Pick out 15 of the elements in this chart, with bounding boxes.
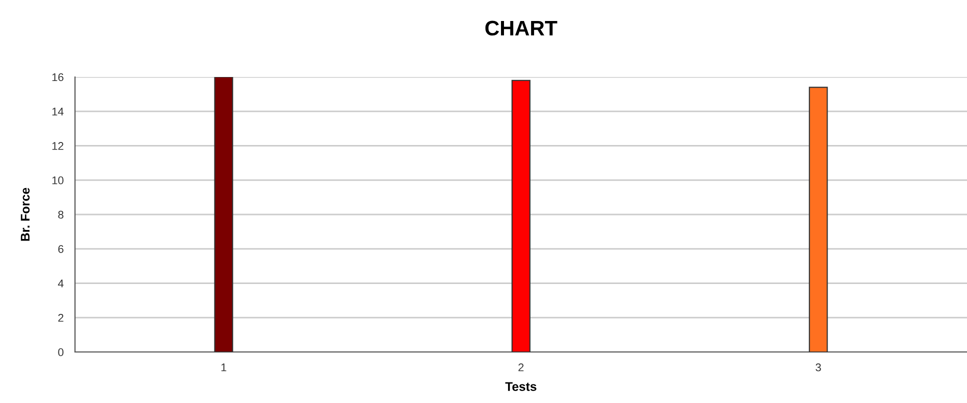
y-tick-label: 0 [58,348,64,356]
y-tick-label: 2 [58,314,64,322]
y-tick-label: 4 [58,280,64,288]
x-axis-title: Tests [505,382,536,391]
y-tick-label: 16 [52,73,64,82]
y-tick-label: 14 [52,108,64,116]
y-tick-label: 6 [58,245,64,254]
chart-title: CHART [485,20,558,36]
y-tick-label: 10 [52,176,64,184]
y-tick-label: 8 [58,210,64,219]
x-tick-label: 1 [221,364,226,372]
y-axis-title: Br. Force [20,188,30,241]
x-tick-label: 3 [816,363,821,372]
y-tick-label: 12 [52,142,64,150]
x-tick-label: 2 [518,363,524,372]
